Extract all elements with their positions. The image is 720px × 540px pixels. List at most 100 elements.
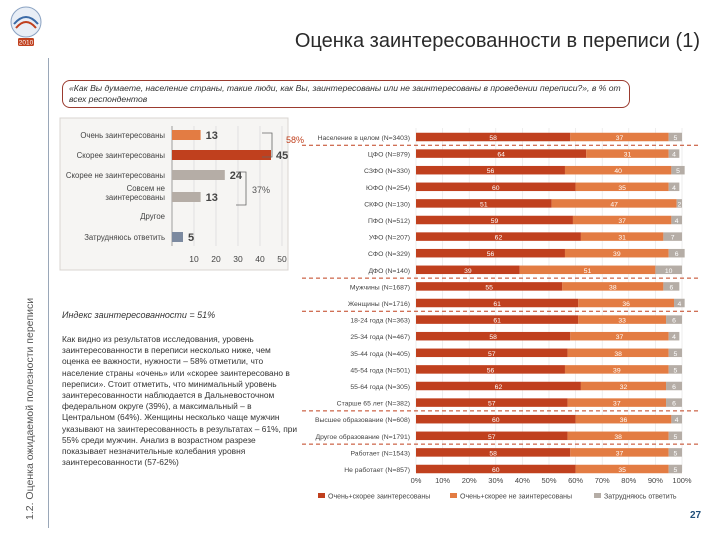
chart2-bar-segment xyxy=(416,365,565,374)
chart2-bar-segment xyxy=(416,448,571,457)
chart1-bracket xyxy=(236,171,247,206)
chart2-value-label: 38 xyxy=(609,284,617,291)
chart2-category-label: 18-24 года (N=363) xyxy=(350,318,410,325)
chart2-bar-segment xyxy=(668,248,685,258)
chart2-value-label: 47 xyxy=(610,201,618,208)
chart2-bar-segment xyxy=(668,182,680,192)
chart2-bar-segment xyxy=(519,265,656,275)
chart2-category-label: Женщины (N=1716) xyxy=(348,301,410,308)
chart2-value-label: 56 xyxy=(487,168,495,175)
chart2-category-label: ЮФО (N=254) xyxy=(366,185,410,192)
stacked-bar-chart: 0% 10% 20% 30% 40% 50% 60% 70% 80% 90% 100% Населен… xyxy=(302,128,700,501)
chart2-bar-segment xyxy=(580,381,667,391)
chart1-bracket-label: 37% xyxy=(252,185,270,195)
chart2-value-label: 60 xyxy=(492,185,500,192)
chart2-bar-segment xyxy=(416,464,576,474)
chart2-value-label: 39 xyxy=(464,268,472,275)
chart2-bar-segment xyxy=(416,248,565,258)
chart2-value-label: 31 xyxy=(618,235,626,242)
chart2-value-label: 57 xyxy=(488,401,496,408)
chart2-bar-segment xyxy=(416,232,581,241)
chart2-value-label: 60 xyxy=(492,467,500,474)
chart1-bracket-label: 58% xyxy=(286,135,304,145)
chart2-legend-swatch xyxy=(594,493,601,498)
chart2-value-label: 35 xyxy=(618,185,626,192)
chart1-x-tick: 40 xyxy=(255,254,265,264)
chart2-category-label: СФО (N=329) xyxy=(368,251,410,258)
chart2-value-label: 36 xyxy=(620,417,628,424)
index-value: Индекс заинтересованности = 51% xyxy=(62,310,216,320)
chart2-legend-swatch xyxy=(450,493,457,498)
chart2-bar-segment xyxy=(586,149,669,158)
chart2-category-label: СКФО (N=130) xyxy=(364,201,410,208)
page-number: 27 xyxy=(690,510,702,521)
chart2-category-label: 45-54 года (N=501) xyxy=(350,367,410,374)
chart2-value-label: 56 xyxy=(487,251,495,258)
chart2-bar-segment xyxy=(567,348,669,358)
chart2-x-tick: 40% xyxy=(515,476,530,485)
chart2-value-label: 37 xyxy=(613,401,621,408)
chart2-bar-segment xyxy=(668,132,682,142)
chart2-value-label: 58 xyxy=(489,450,497,457)
chart1-category-label: Затрудняюсь ответить xyxy=(84,233,165,242)
chart2-value-label: 4 xyxy=(675,218,679,225)
chart1-category-label: Совсем не xyxy=(127,184,165,193)
chart2-value-label: 4 xyxy=(672,185,676,192)
chart1-value-label: 13 xyxy=(206,192,218,204)
chart2-value-label: 51 xyxy=(480,201,488,208)
chart1-bar xyxy=(172,150,271,160)
chart2-bar-segment xyxy=(668,431,682,441)
chart1-category-label: Другое xyxy=(140,212,165,221)
chart2-value-label: 5 xyxy=(673,434,677,441)
chart2-value-label: 39 xyxy=(613,367,621,374)
chart2-bar-segment xyxy=(567,398,667,407)
chart2-value-label: 5 xyxy=(673,367,677,374)
chart2-bar-segment xyxy=(570,132,669,142)
chart1-category-label: Очень заинтересованы xyxy=(80,131,165,140)
chart2-value-label: 61 xyxy=(493,318,501,325)
chart2-bar-segment xyxy=(562,282,664,291)
chart2-value-label: 35 xyxy=(618,467,626,474)
chart2-value-label: 55 xyxy=(485,284,493,291)
chart2-category-label: 55-64 года (N=305) xyxy=(350,384,410,391)
chart2-value-label: 37 xyxy=(616,450,624,457)
chart1-x-tick: 50 xyxy=(277,254,287,264)
chart2-bar-segment xyxy=(416,132,571,142)
chart2-bar-segment xyxy=(578,298,675,308)
chart2-value-label: 36 xyxy=(622,301,630,308)
page-title: Оценка заинтересованности в переписи (1) xyxy=(294,30,700,52)
chart2-bar-segment xyxy=(416,199,552,208)
survey-question: «Как Вы думаете, население страны, такие… xyxy=(62,80,630,108)
chart2-bar-segment xyxy=(416,381,581,391)
chart2-category-label: Старше 65 лет (N=382) xyxy=(337,401,410,408)
chart2-bar-segment xyxy=(416,182,576,192)
chart2-category-label: УФО (N=207) xyxy=(369,235,410,242)
chart2-bar-segment xyxy=(416,331,571,341)
chart2-x-tick: 90% xyxy=(648,476,663,485)
chart2-bar-segment xyxy=(668,348,682,358)
chart2-bar-segment xyxy=(580,232,664,241)
chart2-value-label: 64 xyxy=(497,152,505,159)
chart2-bar-segment xyxy=(668,464,682,474)
chart2-value-label: 37 xyxy=(616,135,624,142)
chart2-bar-segment xyxy=(416,265,520,275)
chart2-category-label: Население в целом (N=3403) xyxy=(318,135,410,142)
chart2-value-label: 56 xyxy=(487,367,495,374)
chart2-legend-label: Затрудняюсь ответить xyxy=(604,494,677,501)
chart1-category-label: заинтересованы xyxy=(105,193,165,202)
chart2-category-label: Мужчины (N=1687) xyxy=(350,284,410,291)
chart1-value-label: 5 xyxy=(188,232,194,244)
chart1-value-label: 45 xyxy=(276,150,288,162)
chart2-value-label: 51 xyxy=(584,268,592,275)
chart2-x-tick: 50% xyxy=(541,476,556,485)
chart2-value-label: 6 xyxy=(672,384,676,391)
chart2-value-label: 5 xyxy=(673,467,677,474)
chart2-bar-segment xyxy=(572,215,672,225)
chart2-value-label: 38 xyxy=(614,351,622,358)
chart2-value-label: 6 xyxy=(672,401,676,408)
chart2-value-label: 5 xyxy=(673,450,677,457)
chart2-value-label: 59 xyxy=(491,218,499,225)
chart2-bar-segment xyxy=(575,182,669,192)
chart2-value-label: 62 xyxy=(495,384,503,391)
